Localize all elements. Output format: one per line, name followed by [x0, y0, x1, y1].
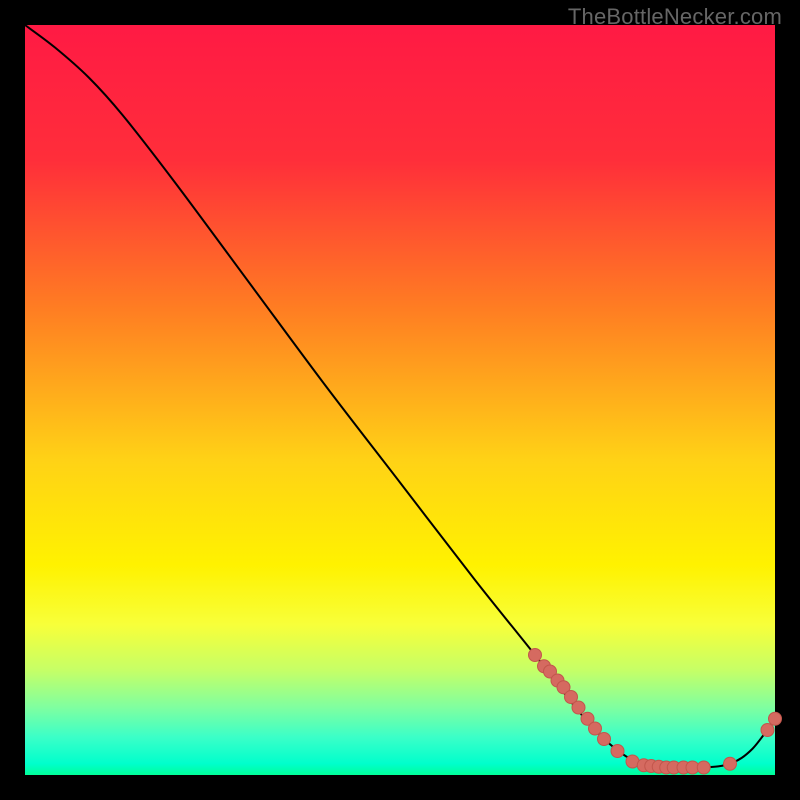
data-marker — [572, 701, 585, 714]
bottleneck-curve-plot — [0, 0, 800, 800]
data-marker — [589, 722, 602, 735]
data-marker — [529, 649, 542, 662]
data-marker — [697, 761, 710, 774]
data-marker — [724, 757, 737, 770]
data-marker — [769, 712, 782, 725]
data-marker — [611, 745, 624, 758]
gradient-background — [25, 25, 775, 775]
data-marker — [598, 733, 611, 746]
data-marker — [761, 724, 774, 737]
watermark-text: TheBottleNecker.com — [568, 4, 782, 30]
chart-frame: TheBottleNecker.com — [0, 0, 800, 800]
